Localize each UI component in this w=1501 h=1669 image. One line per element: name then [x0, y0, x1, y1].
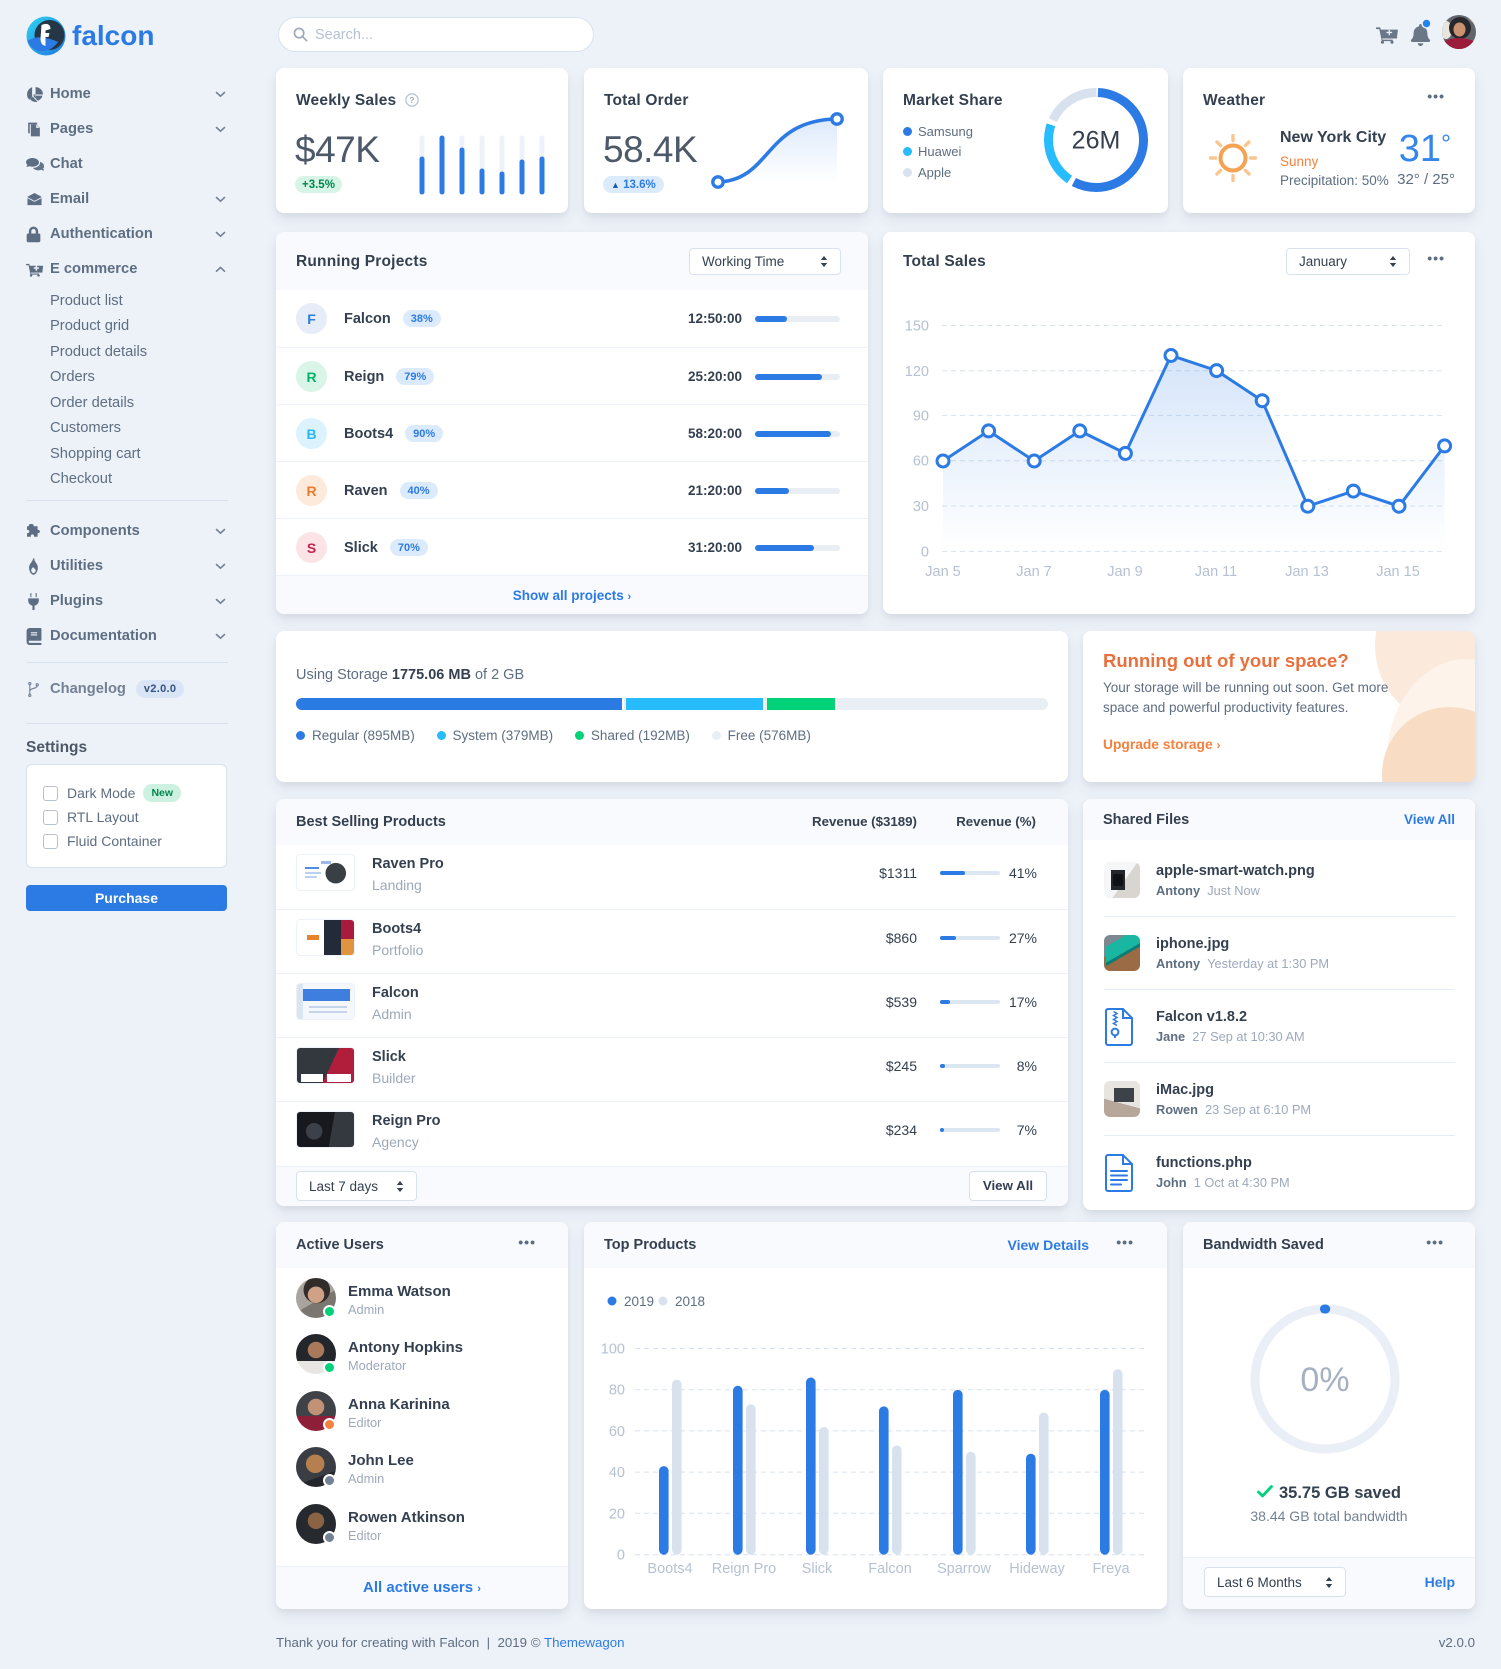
- svg-text:100: 100: [601, 1342, 625, 1358]
- svg-text:?: ?: [409, 95, 414, 105]
- svg-text:26M: 26M: [1072, 127, 1121, 155]
- svg-text:60: 60: [609, 1424, 625, 1440]
- svg-text:0%: 0%: [1300, 1361, 1349, 1399]
- svg-text:0: 0: [921, 544, 929, 560]
- svg-text:60: 60: [913, 454, 929, 470]
- svg-text:Sparrow: Sparrow: [937, 1561, 992, 1577]
- svg-text:Jan 15: Jan 15: [1376, 564, 1420, 580]
- svg-text:80: 80: [609, 1383, 625, 1399]
- svg-text:Freya: Freya: [1092, 1561, 1130, 1577]
- svg-text:Reign Pro: Reign Pro: [712, 1561, 776, 1577]
- svg-text:20: 20: [609, 1506, 625, 1522]
- svg-text:Jan 11: Jan 11: [1195, 564, 1237, 580]
- svg-text:2018: 2018: [675, 1294, 705, 1309]
- svg-text:120: 120: [905, 364, 929, 380]
- svg-text:Jan 9: Jan 9: [1107, 564, 1142, 580]
- svg-text:Hideway: Hideway: [1009, 1561, 1065, 1577]
- svg-text:Slick: Slick: [802, 1561, 833, 1577]
- svg-text:40: 40: [609, 1465, 625, 1481]
- svg-text:2019: 2019: [624, 1294, 654, 1309]
- svg-text:Falcon: Falcon: [868, 1561, 912, 1577]
- svg-text:150: 150: [905, 319, 929, 335]
- svg-text:Jan 13: Jan 13: [1285, 564, 1329, 580]
- svg-text:30: 30: [913, 499, 929, 515]
- svg-text:Jan 7: Jan 7: [1016, 564, 1051, 580]
- svg-text:Jan 5: Jan 5: [925, 564, 960, 580]
- svg-text:Boots4: Boots4: [647, 1561, 692, 1577]
- svg-text:90: 90: [913, 408, 929, 424]
- svg-text:0: 0: [617, 1548, 625, 1564]
